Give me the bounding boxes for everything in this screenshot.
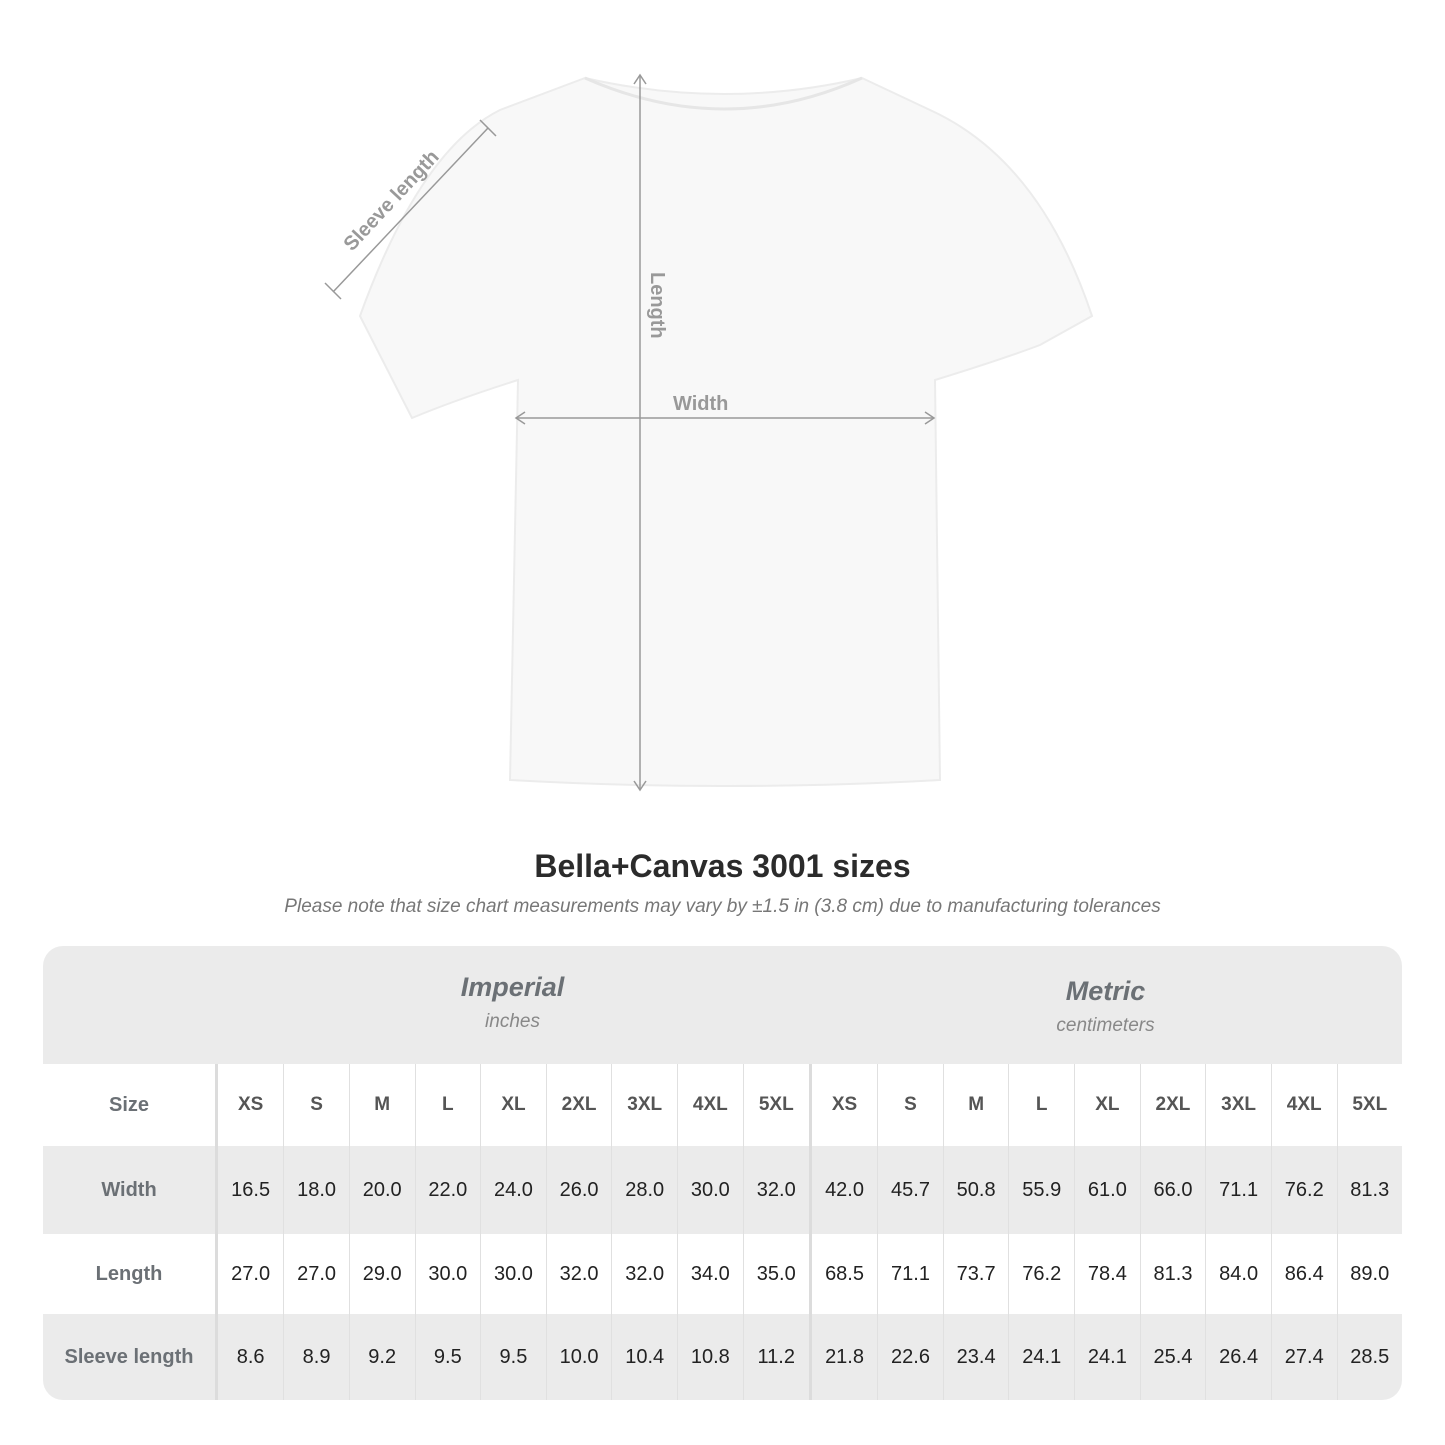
table-cell: 76.2 bbox=[1270, 1146, 1338, 1234]
table-cell: 11.2 bbox=[742, 1314, 811, 1400]
table-cell: 24.0 bbox=[480, 1146, 547, 1234]
size-header-row: Size XS S M L XL 2XL 3XL 4XL 5XL XS S M L XL 2XL 3XL 4XL 5… bbox=[43, 1064, 1402, 1146]
table-cell: 30.0 bbox=[677, 1146, 744, 1234]
row-label: Width bbox=[43, 1146, 218, 1234]
table-cell: 34.0 bbox=[677, 1234, 744, 1314]
table-cell: 89.0 bbox=[1336, 1234, 1402, 1314]
metric-header: Metric centimeters bbox=[1056, 976, 1155, 1036]
table-row: Sleeve length 8.6 8.9 9.2 9.5 9.5 10.0 10.4 10.8… bbox=[43, 1314, 1402, 1400]
table-cell: 61.0 bbox=[1074, 1146, 1141, 1234]
size-column-header: 5XL bbox=[1336, 1064, 1402, 1146]
table-cell: 27.0 bbox=[283, 1234, 350, 1314]
size-column-header: L bbox=[1008, 1064, 1075, 1146]
table-cell: 28.0 bbox=[611, 1146, 678, 1234]
table-row: Length 27.0 27.0 29.0 30.0 30.0 32.0 32.0 34.0 35… bbox=[43, 1234, 1402, 1314]
table-cell: 35.0 bbox=[742, 1234, 811, 1314]
table-cell: 84.0 bbox=[1205, 1234, 1272, 1314]
table-cell: 71.1 bbox=[1205, 1146, 1272, 1234]
table-row: Width 16.5 18.0 20.0 22.0 24.0 26.0 28.0 30.0 32.… bbox=[43, 1146, 1402, 1234]
table-cell: 28.5 bbox=[1336, 1314, 1402, 1400]
table-cell: 30.0 bbox=[414, 1234, 481, 1314]
table-cell: 86.4 bbox=[1270, 1234, 1338, 1314]
page-title: Bella+Canvas 3001 sizes bbox=[534, 848, 911, 884]
table-cell: 55.9 bbox=[1008, 1146, 1075, 1234]
table-cell: 32.0 bbox=[611, 1234, 678, 1314]
size-column-header: 2XL bbox=[1139, 1064, 1206, 1146]
tshirt-shape bbox=[358, 76, 1094, 787]
size-column-header: 3XL bbox=[611, 1064, 678, 1146]
table-cell: 23.4 bbox=[942, 1314, 1009, 1400]
length-label: Length bbox=[646, 272, 668, 339]
table-cell: 30.0 bbox=[480, 1234, 547, 1314]
size-column-header: M bbox=[348, 1064, 416, 1146]
table-cell: 27.0 bbox=[215, 1234, 284, 1314]
size-column-header: 5XL bbox=[742, 1064, 811, 1146]
size-table: Size XS S M L XL 2XL 3XL 4XL 5XL XS S M L XL 2XL 3XL 4XL 5… bbox=[43, 1064, 1402, 1400]
table-cell: 78.4 bbox=[1074, 1234, 1141, 1314]
table-cell: 22.0 bbox=[414, 1146, 481, 1234]
table-cell: 29.0 bbox=[348, 1234, 416, 1314]
size-column-header: 3XL bbox=[1205, 1064, 1272, 1146]
table-cell: 18.0 bbox=[283, 1146, 350, 1234]
size-column-header: XS bbox=[808, 1064, 878, 1146]
tshirt-diagram: Sleeve length Length Width bbox=[324, 73, 1094, 792]
size-column-header: XL bbox=[1074, 1064, 1141, 1146]
table-cell: 8.6 bbox=[215, 1314, 284, 1400]
table-cell: 27.4 bbox=[1270, 1314, 1338, 1400]
measure-lines bbox=[324, 73, 936, 792]
row-label: Sleeve length bbox=[43, 1314, 218, 1400]
table-cell: 73.7 bbox=[942, 1234, 1009, 1314]
table-cell: 71.1 bbox=[877, 1234, 944, 1314]
table-cell: 9.5 bbox=[414, 1314, 481, 1400]
size-column-header: S bbox=[877, 1064, 944, 1146]
table-cell: 32.0 bbox=[742, 1146, 811, 1234]
imperial-header: Imperial inches bbox=[460, 972, 565, 1032]
table-cell: 25.4 bbox=[1139, 1314, 1206, 1400]
size-column-header: L bbox=[414, 1064, 481, 1146]
table-cell: 21.8 bbox=[808, 1314, 878, 1400]
table-cell: 24.1 bbox=[1074, 1314, 1141, 1400]
table-cell: 32.0 bbox=[545, 1234, 612, 1314]
table-cell: 22.6 bbox=[877, 1314, 944, 1400]
table-cell: 10.0 bbox=[545, 1314, 612, 1400]
table-cell: 45.7 bbox=[877, 1146, 944, 1234]
table-cell: 10.4 bbox=[611, 1314, 678, 1400]
size-label: Size bbox=[43, 1064, 218, 1146]
table-cell: 8.9 bbox=[283, 1314, 350, 1400]
size-column-header: S bbox=[283, 1064, 350, 1146]
table-cell: 42.0 bbox=[808, 1146, 878, 1234]
size-column-header: 4XL bbox=[677, 1064, 744, 1146]
size-column-header: M bbox=[942, 1064, 1009, 1146]
table-cell: 10.8 bbox=[677, 1314, 744, 1400]
size-column-header: XS bbox=[215, 1064, 284, 1146]
table-cell: 81.3 bbox=[1139, 1234, 1206, 1314]
table-cell: 66.0 bbox=[1139, 1146, 1206, 1234]
table-cell: 9.5 bbox=[480, 1314, 547, 1400]
table-cell: 9.2 bbox=[348, 1314, 416, 1400]
table-cell: 24.1 bbox=[1008, 1314, 1075, 1400]
table-cell: 26.4 bbox=[1205, 1314, 1272, 1400]
tolerance-note: Please note that size chart measurements… bbox=[284, 896, 1161, 917]
size-column-header: 2XL bbox=[545, 1064, 612, 1146]
table-cell: 20.0 bbox=[348, 1146, 416, 1234]
table-cell: 16.5 bbox=[215, 1146, 284, 1234]
size-table-card: Imperial inches Metric centimeters Size X… bbox=[43, 946, 1402, 1400]
table-cell: 26.0 bbox=[545, 1146, 612, 1234]
width-label: Width bbox=[673, 393, 728, 415]
row-label: Length bbox=[43, 1234, 218, 1314]
table-cell: 81.3 bbox=[1336, 1146, 1402, 1234]
size-column-header: XL bbox=[480, 1064, 547, 1146]
size-column-header: 4XL bbox=[1270, 1064, 1338, 1146]
table-cell: 50.8 bbox=[942, 1146, 1009, 1234]
table-cell: 76.2 bbox=[1008, 1234, 1075, 1314]
table-cell: 68.5 bbox=[808, 1234, 878, 1314]
